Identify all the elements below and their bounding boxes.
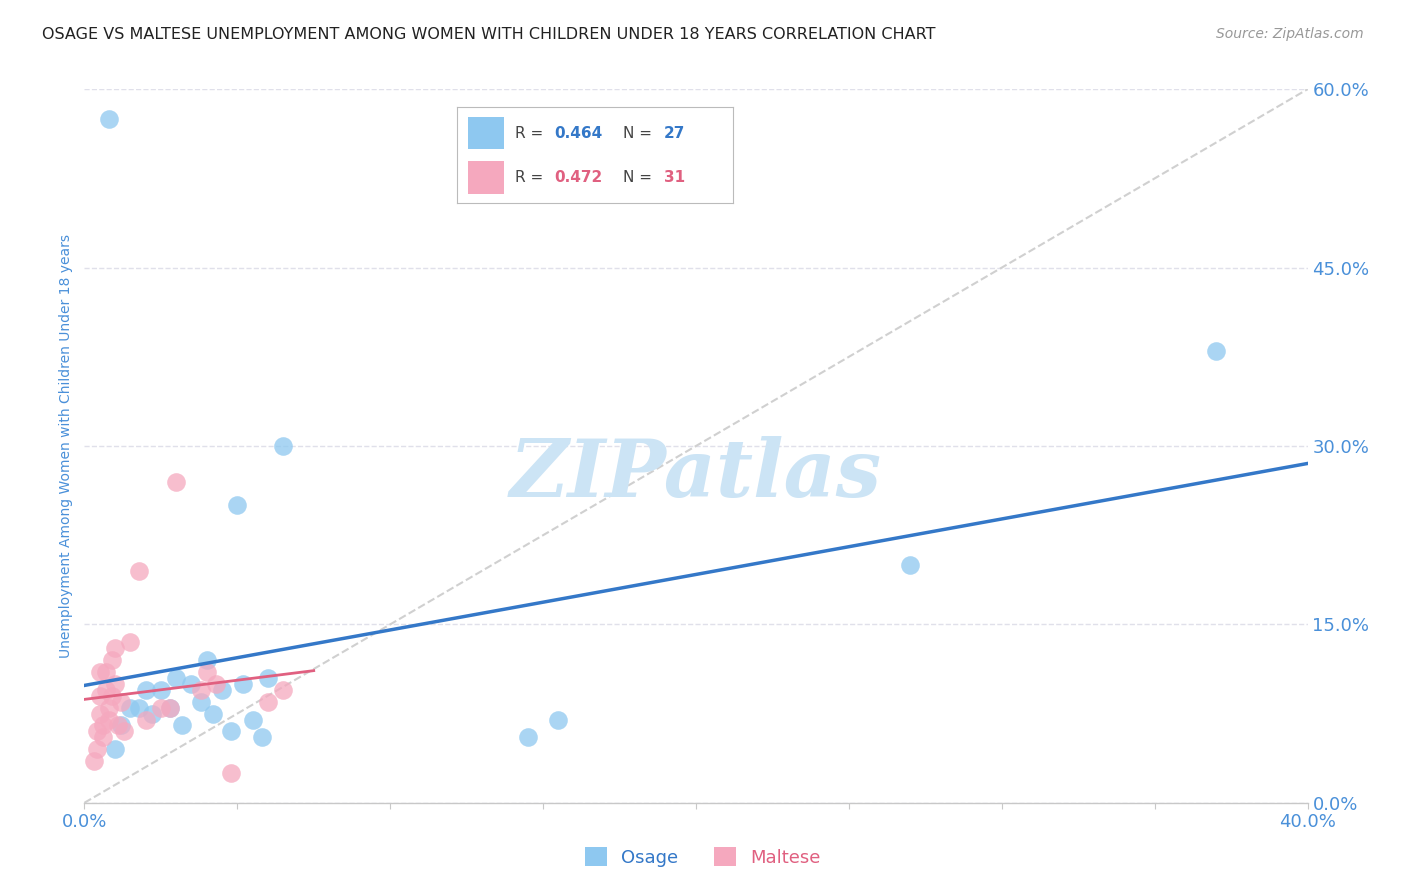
- Point: [83, 754, 105, 768]
- Text: OSAGE VS MALTESE UNEMPLOYMENT AMONG WOMEN WITH CHILDREN UNDER 18 YEARS CORRELATI: OSAGE VS MALTESE UNEMPLOYMENT AMONG WOME…: [42, 27, 935, 42]
- Point: [104, 677, 127, 691]
- Legend: Osage, Maltese: Osage, Maltese: [578, 840, 828, 874]
- Point: [120, 700, 142, 714]
- Point: [271, 682, 294, 697]
- Point: [250, 731, 273, 745]
- Point: [226, 499, 249, 513]
- Point: [547, 713, 569, 727]
- Point: [94, 682, 117, 697]
- Point: [89, 665, 111, 679]
- Point: [159, 700, 181, 714]
- Point: [190, 695, 212, 709]
- Point: [91, 718, 114, 732]
- Point: [97, 112, 120, 126]
- Point: [89, 689, 111, 703]
- Point: [107, 718, 129, 732]
- Point: [180, 677, 202, 691]
- Point: [110, 718, 132, 732]
- Point: [1205, 343, 1227, 358]
- Point: [128, 700, 150, 714]
- Point: [205, 677, 228, 691]
- Point: [257, 695, 280, 709]
- Point: [112, 724, 135, 739]
- Point: [201, 706, 224, 721]
- Point: [128, 564, 150, 578]
- Point: [120, 635, 142, 649]
- Point: [104, 742, 127, 756]
- Point: [195, 665, 218, 679]
- Point: [211, 682, 233, 697]
- Point: [516, 731, 538, 745]
- Text: ZIPatlas: ZIPatlas: [510, 436, 882, 513]
- Point: [271, 439, 294, 453]
- Point: [219, 766, 242, 780]
- Point: [101, 689, 124, 703]
- Point: [101, 653, 124, 667]
- Point: [898, 558, 921, 572]
- Point: [149, 700, 172, 714]
- Point: [190, 682, 212, 697]
- Text: Source: ZipAtlas.com: Source: ZipAtlas.com: [1216, 27, 1364, 41]
- Point: [86, 724, 108, 739]
- Point: [232, 677, 254, 691]
- Point: [110, 695, 132, 709]
- Point: [165, 671, 187, 685]
- Point: [159, 700, 181, 714]
- Point: [242, 713, 264, 727]
- Point: [195, 653, 218, 667]
- Y-axis label: Unemployment Among Women with Children Under 18 years: Unemployment Among Women with Children U…: [59, 234, 73, 658]
- Point: [149, 682, 172, 697]
- Point: [89, 706, 111, 721]
- Point: [104, 641, 127, 656]
- Point: [219, 724, 242, 739]
- Point: [141, 706, 163, 721]
- Point: [94, 665, 117, 679]
- Point: [172, 718, 194, 732]
- Point: [97, 713, 120, 727]
- Point: [97, 700, 120, 714]
- Point: [91, 731, 114, 745]
- Point: [86, 742, 108, 756]
- Point: [257, 671, 280, 685]
- Point: [165, 475, 187, 489]
- Point: [135, 682, 157, 697]
- Point: [135, 713, 157, 727]
